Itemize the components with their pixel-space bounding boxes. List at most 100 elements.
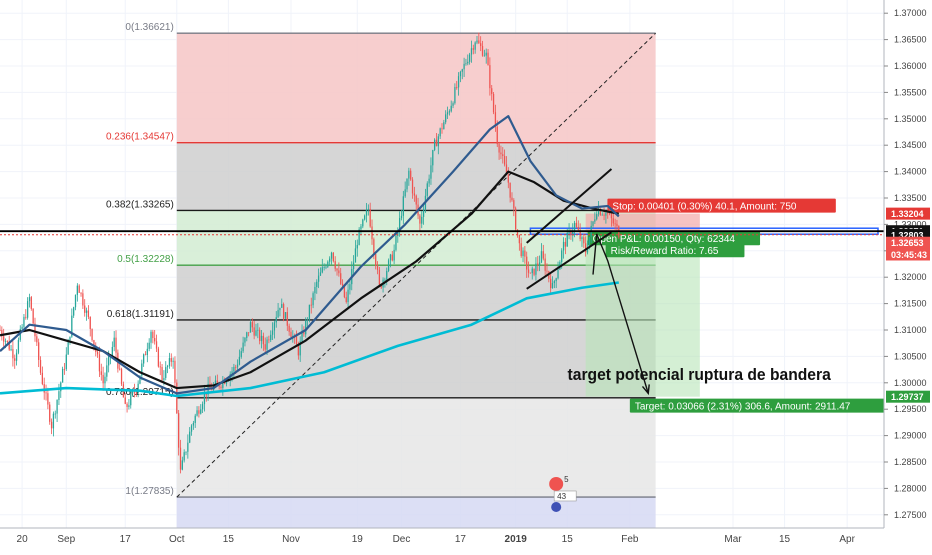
candlestick: [480, 36, 482, 52]
candlestick: [454, 83, 456, 105]
price-tag-label: 1.29737: [891, 392, 924, 402]
candlestick: [166, 364, 169, 374]
time-tick-label: 17: [455, 534, 467, 545]
candlestick: [400, 209, 403, 221]
time-tick-label: Feb: [621, 534, 639, 545]
candle-body: [535, 263, 537, 275]
candlestick: [61, 366, 64, 383]
candle-body: [533, 268, 535, 275]
candlestick: [259, 327, 261, 345]
candlestick: [410, 168, 412, 181]
candle-body: [585, 243, 587, 253]
candlestick: [596, 211, 598, 221]
candle-body: [529, 272, 532, 274]
candle-body: [144, 354, 147, 356]
candle-body: [284, 312, 287, 319]
fib-zone: [176, 497, 656, 528]
candle-body: [378, 269, 381, 285]
candle-body: [21, 326, 23, 329]
candlestick: [168, 352, 171, 369]
candle-body: [330, 252, 333, 259]
fib-level-label: 0.786(1.29715): [106, 387, 174, 398]
candle-body: [111, 346, 113, 356]
candlestick: [275, 311, 277, 328]
candle-body: [10, 349, 12, 350]
candlestick: [402, 190, 404, 225]
projection-arrow-head: [641, 384, 650, 396]
candlestick: [56, 399, 58, 422]
candle-body: [566, 232, 568, 247]
candlestick: [144, 351, 147, 356]
candle-body: [507, 175, 509, 183]
candle-body: [489, 65, 491, 89]
candlestick: [485, 48, 487, 64]
candle-body: [421, 216, 423, 224]
candle-body: [375, 253, 377, 266]
candle-body: [526, 256, 528, 270]
candle-body: [487, 52, 489, 66]
candlestick: [450, 100, 452, 113]
price-axis: 1.37000 1.36500 1.36000 1.35500 1.35000 1.345…: [883, 0, 932, 528]
candlestick: [200, 404, 202, 415]
candle-body: [505, 164, 508, 176]
candlestick: [338, 262, 340, 277]
candle-body: [187, 442, 189, 452]
target-zone: [585, 231, 700, 397]
candlestick: [465, 58, 467, 66]
candle-body: [338, 270, 340, 274]
candlestick: [49, 401, 51, 425]
candlestick: [476, 36, 478, 45]
candlestick: [305, 317, 307, 338]
candlestick: [404, 181, 406, 198]
candle-body: [235, 366, 237, 368]
candle-body: [360, 226, 362, 230]
candle-body: [259, 329, 261, 342]
candle-body: [494, 112, 497, 127]
candlestick: [271, 322, 274, 341]
candlestick: [393, 244, 395, 265]
candlestick: [34, 317, 36, 342]
candlestick: [128, 399, 130, 410]
candle-body: [308, 304, 311, 320]
candlestick: [352, 255, 355, 276]
price-tick-label: 1.31500: [894, 299, 927, 309]
candlestick: [190, 424, 193, 436]
candle-body: [340, 273, 342, 284]
candle-body: [299, 341, 301, 356]
candlestick: [306, 317, 309, 329]
candle-body: [522, 250, 524, 257]
candle-body: [334, 261, 336, 269]
candle-body: [503, 155, 506, 165]
candlestick: [367, 204, 369, 216]
candle-body: [28, 297, 31, 302]
candlestick: [550, 273, 552, 296]
candle-body: [356, 244, 358, 249]
candle-body: [73, 307, 75, 316]
candlestick: [432, 149, 434, 173]
candle-body: [198, 410, 200, 414]
candlestick: [198, 406, 200, 418]
candlestick: [25, 309, 27, 320]
candlestick: [461, 68, 463, 80]
candlestick: [362, 218, 364, 229]
candle-body: [581, 237, 583, 239]
candle-body: [286, 312, 288, 326]
price-tag-bg: [886, 207, 930, 220]
candle-body: [253, 327, 255, 336]
candle-body: [3, 336, 5, 342]
candle-body: [531, 268, 533, 274]
price-tag: 03:45:43: [886, 248, 930, 261]
candlestick: [249, 319, 252, 333]
candle-body: [607, 212, 609, 214]
risk-reward-label-box: Risk/Reward Ratio: 7.65: [605, 243, 745, 258]
candlestick: [459, 70, 462, 83]
candlestick: [76, 283, 78, 302]
candlestick: [472, 44, 474, 55]
candlestick: [26, 297, 29, 320]
candlestick: [365, 203, 368, 223]
candlestick: [41, 366, 44, 386]
candlestick: [463, 57, 465, 77]
candle-body: [319, 272, 322, 276]
